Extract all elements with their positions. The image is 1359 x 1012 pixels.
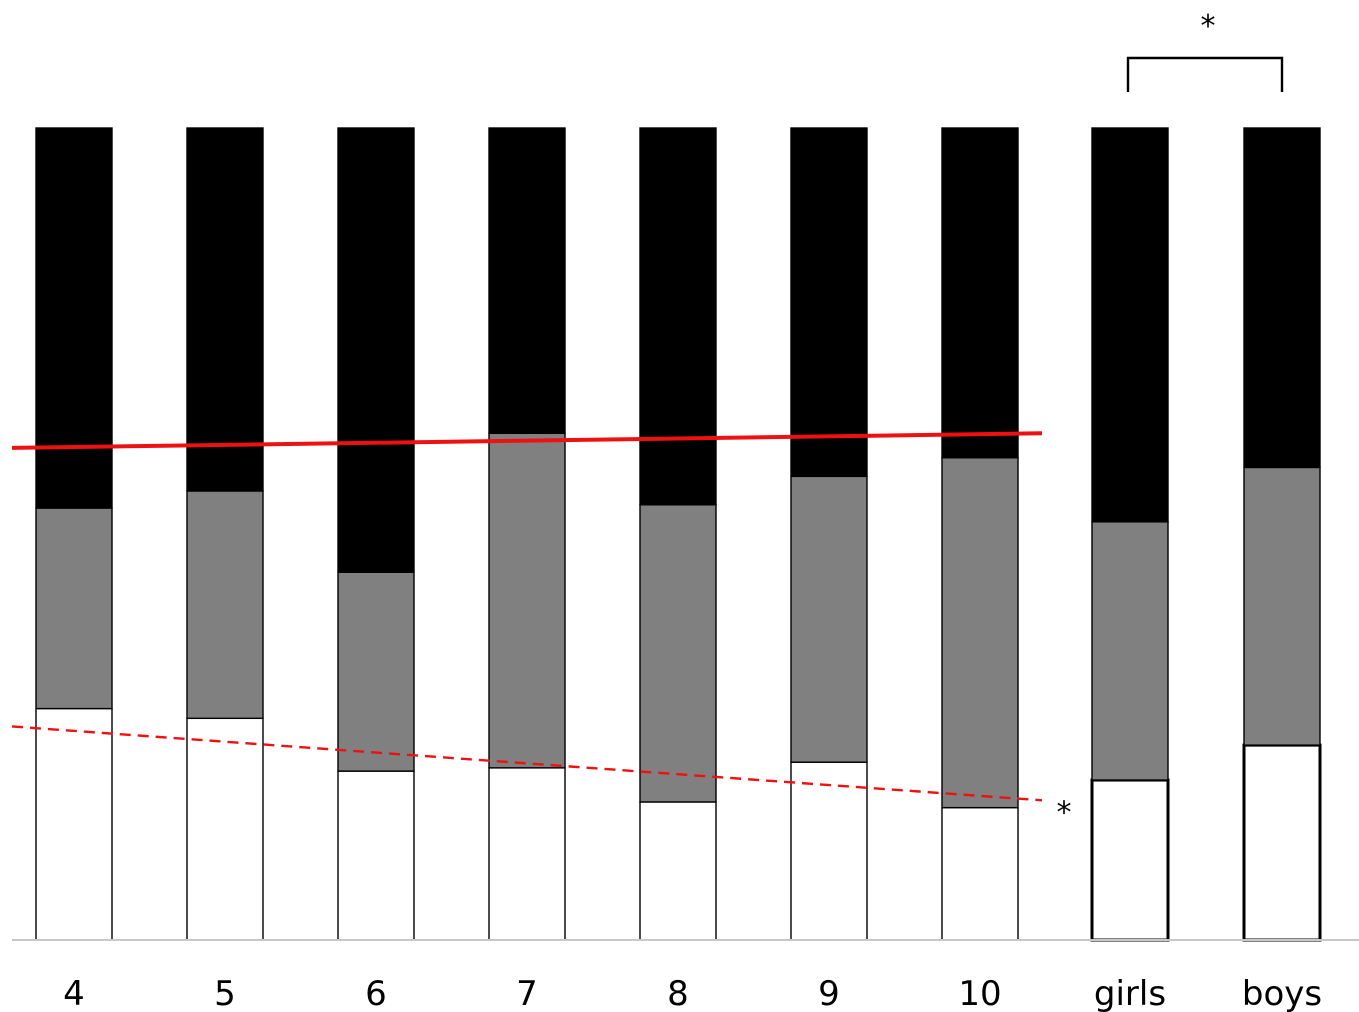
bar-segment-top-girls (1091, 127, 1169, 523)
x-tick-label-5: 5 (214, 974, 236, 1012)
bar-segment-bottom-10 (941, 806, 1019, 941)
bar-segment-middle-9 (790, 475, 868, 763)
dashed-trend-significance-marker: * (1057, 795, 1072, 830)
bar-segment-bottom-girls (1090, 778, 1170, 942)
bar-segment-bottom-5 (186, 717, 264, 941)
bar-segment-top-10 (941, 127, 1019, 459)
trendline-solid (11, 431, 1043, 450)
bar-segment-top-5 (186, 127, 264, 492)
bar-segment-bottom-4 (35, 707, 113, 941)
bar-segment-middle-girls (1091, 521, 1169, 781)
bar-segment-top-8 (639, 127, 717, 506)
trendlines-layer (11, 431, 1043, 802)
bar-segment-middle-7 (488, 432, 566, 769)
annotations-layer: ** (1057, 9, 1284, 830)
group-comparison-bracket (1126, 56, 1284, 92)
bar-segment-top-boys (1243, 127, 1321, 469)
bar-segment-top-6 (337, 127, 415, 573)
bar-segment-bottom-6 (337, 770, 415, 941)
bar-segment-middle-6 (337, 571, 415, 772)
bar-segment-top-7 (488, 127, 566, 435)
bar-segment-middle-10 (941, 456, 1019, 809)
bar-segment-middle-8 (639, 504, 717, 803)
bar-segment-top-4 (35, 127, 113, 509)
bar-segment-bottom-8 (639, 801, 717, 941)
bars-layer (35, 127, 1322, 942)
x-tick-label-10: 10 (958, 974, 1001, 1012)
bar-segment-middle-4 (35, 507, 113, 710)
x-tick-label-girls: girls (1094, 974, 1166, 1012)
bar-segment-bottom-9 (790, 761, 868, 941)
group-comparison-significance-marker: * (1201, 9, 1216, 44)
bar-segment-middle-boys (1243, 466, 1321, 746)
trendline-dashed (11, 725, 1043, 802)
bar-segment-bottom-7 (488, 767, 566, 941)
x-tick-label-8: 8 (667, 974, 689, 1012)
bar-segment-middle-5 (186, 490, 264, 720)
bar-segment-bottom-boys (1242, 743, 1322, 942)
x-tick-label-6: 6 (365, 974, 387, 1012)
x-tick-label-4: 4 (63, 974, 85, 1012)
x-tick-labels: 4 5 6 7 8 9 10 girls boys (63, 974, 1322, 1012)
x-tick-label-boys: boys (1242, 974, 1322, 1012)
x-tick-label-7: 7 (516, 974, 538, 1012)
bar-segment-top-9 (790, 127, 868, 478)
x-tick-label-9: 9 (818, 974, 840, 1012)
